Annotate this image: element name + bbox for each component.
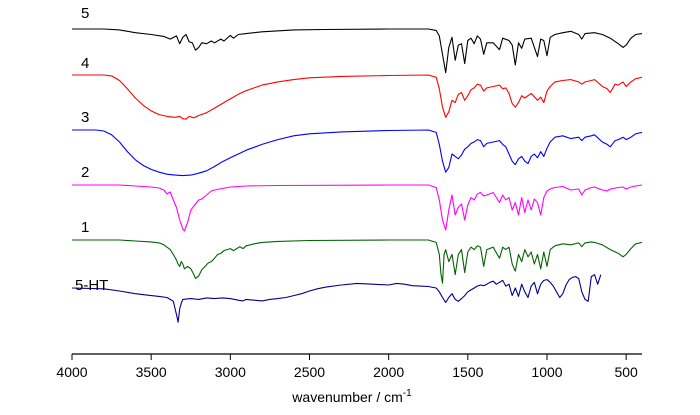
x-tick-label-2500: 2500 xyxy=(294,364,325,380)
x-axis-title-text: wavenumber / cm xyxy=(291,389,402,405)
series-line-5-ht xyxy=(71,274,602,323)
series-label-5-ht: 5-HT xyxy=(75,277,108,294)
x-tick-label-1000: 1000 xyxy=(531,364,562,380)
series-label-1: 1 xyxy=(81,219,89,236)
series-label-layer: 5 4 3 2 1 5-HT xyxy=(75,5,108,294)
series-label-3: 3 xyxy=(81,109,89,126)
series-layer xyxy=(71,28,643,323)
series-line-3 xyxy=(72,129,643,177)
series-line-2 xyxy=(72,184,643,232)
series-line-4 xyxy=(72,74,643,120)
series-label-2: 2 xyxy=(81,164,89,181)
x-tick-label-500: 500 xyxy=(614,364,638,380)
x-axis-title: wavenumber / cm-1 xyxy=(291,388,412,405)
x-tick-label-2000: 2000 xyxy=(373,364,404,380)
x-axis-title-superscript: -1 xyxy=(403,388,412,399)
x-axis-ticks: 4000 3500 3000 2500 2000 1500 1000 500 xyxy=(56,354,638,380)
x-tick-label-1500: 1500 xyxy=(452,364,483,380)
series-label-5: 5 xyxy=(81,5,89,22)
x-tick-label-3000: 3000 xyxy=(215,364,246,380)
x-tick-label-4000: 4000 xyxy=(56,364,87,380)
series-line-5 xyxy=(72,28,643,74)
series-line-1 xyxy=(72,239,643,284)
x-tick-label-3500: 3500 xyxy=(136,364,167,380)
series-label-4: 4 xyxy=(81,55,89,72)
